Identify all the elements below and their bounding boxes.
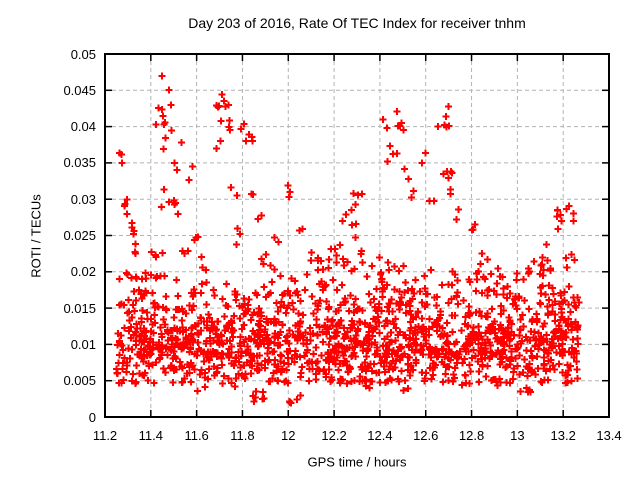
y-tick-label: 0.035 xyxy=(63,155,96,171)
scatter-points xyxy=(113,72,583,407)
y-tick-label: 0.025 xyxy=(63,228,96,243)
x-tick-label: 13 xyxy=(510,428,525,443)
y-tick-label: 0.05 xyxy=(70,46,96,62)
y-tick-label: 0.045 xyxy=(63,82,96,98)
y-tick-label: 0.02 xyxy=(70,264,96,280)
y-tick-label: 0 xyxy=(88,409,96,425)
x-tick-label: 13.4 xyxy=(596,428,622,443)
x-tick-label: 13.2 xyxy=(550,428,576,443)
x-tick-label: 12.2 xyxy=(321,428,347,443)
chart-title: Day 203 of 2016, Rate Of TEC Index for r… xyxy=(188,15,526,31)
y-tick-label: 0.01 xyxy=(70,336,96,352)
plot-border xyxy=(104,53,610,418)
y-tick-label: 0.03 xyxy=(70,191,96,207)
y-tick-label: 0.015 xyxy=(63,300,96,316)
x-tick-label: 12.8 xyxy=(458,428,485,443)
x-tick-label: 11.4 xyxy=(138,428,163,443)
x-tick-label: 12 xyxy=(281,428,296,443)
y-tick-label: 0.005 xyxy=(63,373,96,389)
x-tick-label: 11.6 xyxy=(184,428,209,443)
x-tick-label: 12.6 xyxy=(413,428,439,443)
x-tick-label: 11.8 xyxy=(230,428,255,443)
x-tick-label: 12.4 xyxy=(367,428,393,443)
x-axis-label: GPS time / hours xyxy=(307,454,407,470)
y-tick-label: 0.04 xyxy=(70,119,96,135)
x-tick-label: 11.2 xyxy=(92,428,118,443)
